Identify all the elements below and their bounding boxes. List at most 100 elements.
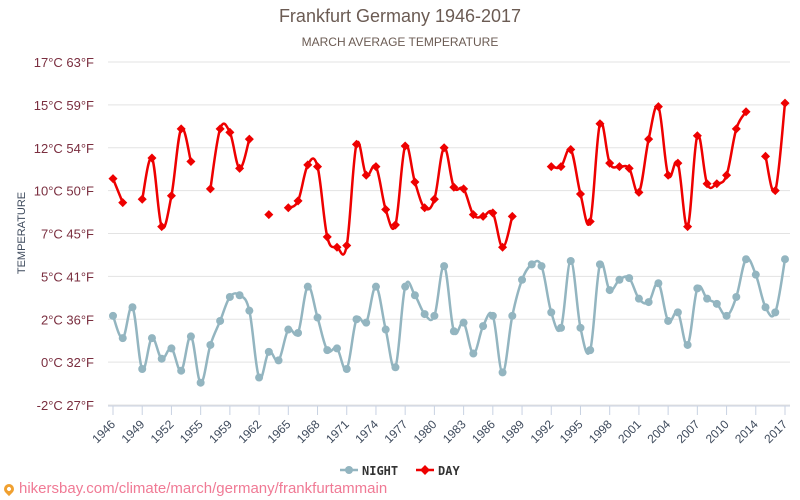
night-point[interactable] bbox=[118, 334, 127, 343]
day-point[interactable] bbox=[429, 194, 439, 204]
night-point[interactable] bbox=[449, 327, 458, 336]
night-point[interactable] bbox=[216, 316, 225, 325]
night-point[interactable] bbox=[167, 344, 176, 353]
day-point[interactable] bbox=[683, 222, 693, 232]
night-point[interactable] bbox=[459, 318, 468, 327]
day-point[interactable] bbox=[507, 211, 517, 221]
day-point[interactable] bbox=[361, 170, 371, 180]
night-point[interactable] bbox=[381, 325, 390, 334]
day-point[interactable] bbox=[235, 163, 245, 173]
legend[interactable]: NIGHT DAY bbox=[340, 464, 460, 478]
day-point[interactable] bbox=[546, 162, 556, 172]
night-point[interactable] bbox=[771, 308, 780, 317]
night-point[interactable] bbox=[420, 310, 429, 319]
day-point[interactable] bbox=[624, 163, 634, 173]
night-point[interactable] bbox=[683, 340, 692, 349]
night-point[interactable] bbox=[147, 334, 156, 343]
night-point[interactable] bbox=[469, 349, 478, 358]
night-point[interactable] bbox=[342, 364, 351, 373]
night-point[interactable] bbox=[527, 260, 536, 269]
night-point[interactable] bbox=[313, 313, 322, 322]
night-point[interactable] bbox=[196, 378, 205, 387]
day-point[interactable] bbox=[186, 156, 196, 166]
day-point[interactable] bbox=[322, 232, 332, 242]
day-point[interactable] bbox=[722, 170, 732, 180]
night-point[interactable] bbox=[323, 346, 332, 355]
day-point[interactable] bbox=[157, 222, 167, 232]
night-point[interactable] bbox=[352, 315, 361, 324]
night-point[interactable] bbox=[664, 316, 673, 325]
night-point[interactable] bbox=[274, 356, 283, 365]
night-point[interactable] bbox=[109, 311, 117, 320]
day-point[interactable] bbox=[264, 210, 274, 220]
day-point[interactable] bbox=[760, 151, 771, 161]
day-point[interactable] bbox=[118, 198, 128, 208]
night-point[interactable] bbox=[362, 318, 371, 327]
day-point[interactable] bbox=[244, 134, 254, 144]
day-point[interactable] bbox=[371, 162, 381, 172]
night-point[interactable] bbox=[157, 354, 166, 363]
night-point[interactable] bbox=[255, 373, 264, 382]
night-point[interactable] bbox=[401, 282, 410, 291]
night-point[interactable] bbox=[294, 328, 303, 337]
night-point[interactable] bbox=[703, 294, 712, 303]
night-point[interactable] bbox=[430, 311, 439, 320]
night-point[interactable] bbox=[605, 286, 614, 295]
night-point[interactable] bbox=[595, 260, 604, 269]
night-point[interactable] bbox=[625, 274, 634, 283]
day-point[interactable] bbox=[137, 194, 147, 204]
day-point[interactable] bbox=[410, 177, 420, 187]
night-point[interactable] bbox=[742, 255, 751, 264]
night-point[interactable] bbox=[235, 291, 244, 300]
day-point[interactable] bbox=[420, 203, 430, 213]
night-point[interactable] bbox=[479, 322, 488, 331]
night-point[interactable] bbox=[751, 270, 760, 279]
night-point[interactable] bbox=[673, 308, 682, 317]
day-point[interactable] bbox=[312, 162, 323, 172]
night-point[interactable] bbox=[264, 347, 273, 356]
night-point[interactable] bbox=[284, 325, 293, 334]
day-point[interactable] bbox=[459, 184, 469, 194]
day-point[interactable] bbox=[731, 124, 741, 134]
night-point[interactable] bbox=[644, 298, 653, 307]
day-point[interactable] bbox=[166, 191, 176, 201]
legend-item-night[interactable]: NIGHT bbox=[340, 464, 398, 478]
night-point[interactable] bbox=[508, 311, 517, 320]
night-point[interactable] bbox=[488, 311, 497, 320]
night-point[interactable] bbox=[576, 323, 585, 332]
night-point[interactable] bbox=[206, 340, 215, 349]
night-point[interactable] bbox=[391, 363, 400, 372]
night-point[interactable] bbox=[225, 292, 234, 301]
night-point[interactable] bbox=[128, 303, 137, 312]
night-point[interactable] bbox=[245, 306, 254, 315]
day-point[interactable] bbox=[488, 208, 498, 218]
night-point[interactable] bbox=[634, 294, 643, 303]
night-point[interactable] bbox=[586, 346, 595, 355]
day-point[interactable] bbox=[342, 240, 352, 251]
day-point[interactable] bbox=[381, 204, 391, 215]
day-point[interactable] bbox=[225, 127, 235, 137]
night-point[interactable] bbox=[722, 311, 731, 320]
night-point[interactable] bbox=[537, 262, 546, 271]
night-point[interactable] bbox=[303, 282, 312, 291]
night-point[interactable] bbox=[138, 364, 147, 373]
legend-item-day[interactable]: DAY bbox=[416, 464, 460, 478]
day-point[interactable] bbox=[634, 187, 644, 197]
day-point[interactable] bbox=[478, 211, 488, 221]
night-point[interactable] bbox=[557, 323, 565, 332]
day-point[interactable] bbox=[108, 174, 118, 184]
day-point[interactable] bbox=[644, 134, 654, 144]
day-point[interactable] bbox=[780, 98, 790, 108]
night-point[interactable] bbox=[333, 344, 341, 353]
day-point[interactable] bbox=[283, 203, 293, 213]
night-point[interactable] bbox=[547, 308, 556, 317]
day-point[interactable] bbox=[614, 162, 624, 172]
night-point[interactable] bbox=[781, 255, 789, 264]
night-point[interactable] bbox=[693, 284, 702, 293]
night-point[interactable] bbox=[186, 332, 195, 341]
night-point[interactable] bbox=[371, 282, 380, 291]
day-point[interactable] bbox=[215, 124, 225, 134]
night-point[interactable] bbox=[654, 279, 663, 288]
night-point[interactable] bbox=[615, 275, 624, 284]
night-point[interactable] bbox=[566, 256, 575, 265]
